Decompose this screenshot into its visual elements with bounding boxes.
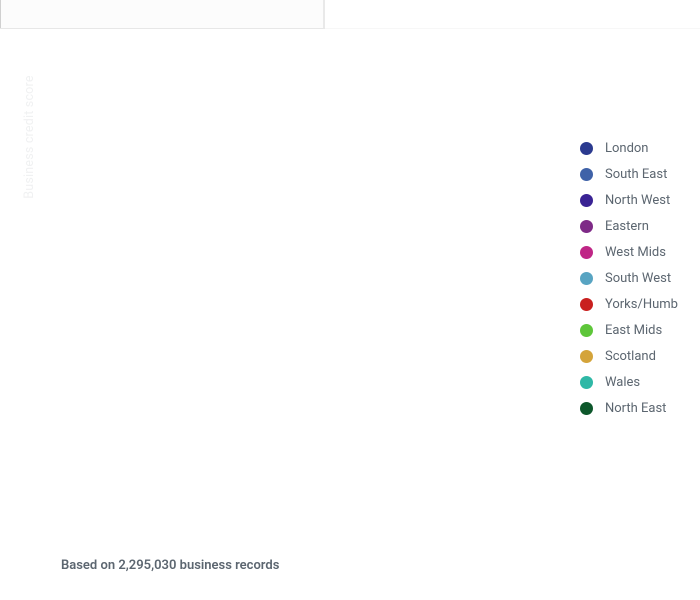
legend-swatch — [580, 402, 593, 415]
legend-label: North West — [605, 194, 670, 207]
legend-label: North East — [605, 402, 666, 415]
legend-swatch — [580, 168, 593, 181]
legend-item: West Mids — [580, 246, 678, 259]
legend-item: Scotland — [580, 350, 678, 363]
legend-item: South East — [580, 168, 678, 181]
legend-swatch — [580, 220, 593, 233]
legend-item: North West — [580, 194, 678, 207]
legend-label: South East — [605, 168, 667, 181]
legend-item: Yorks/Humb — [580, 298, 678, 311]
legend-label: South West — [605, 272, 671, 285]
legend-label: Scotland — [605, 350, 656, 363]
top-divider — [0, 28, 325, 29]
top-left-right-line — [323, 0, 325, 28]
legend-swatch — [580, 246, 593, 259]
footnote: Based on 2,295,030 business records — [61, 558, 279, 573]
chart-figure: Business credit score London South East … — [0, 0, 700, 600]
legend: London South East North West Eastern Wes… — [580, 142, 678, 415]
legend-swatch — [580, 324, 593, 337]
left-edge-line — [0, 0, 1, 28]
top-divider-faint — [325, 28, 700, 29]
legend-label: East Mids — [605, 324, 662, 337]
legend-item: Eastern — [580, 220, 678, 233]
legend-label: Wales — [605, 376, 640, 389]
legend-swatch — [580, 376, 593, 389]
legend-label: Yorks/Humb — [605, 298, 678, 311]
legend-item: North East — [580, 402, 678, 415]
legend-swatch — [580, 350, 593, 363]
legend-item: Wales — [580, 376, 678, 389]
legend-item: London — [580, 142, 678, 155]
top-left-ghost-box — [0, 0, 325, 28]
legend-label: Eastern — [605, 220, 649, 233]
legend-item: South West — [580, 272, 678, 285]
legend-swatch — [580, 272, 593, 285]
legend-swatch — [580, 142, 593, 155]
legend-item: East Mids — [580, 324, 678, 337]
legend-swatch — [580, 194, 593, 207]
legend-label: London — [605, 142, 649, 155]
legend-swatch — [580, 298, 593, 311]
y-axis-label: Business credit score — [22, 72, 37, 202]
legend-label: West Mids — [605, 246, 666, 259]
